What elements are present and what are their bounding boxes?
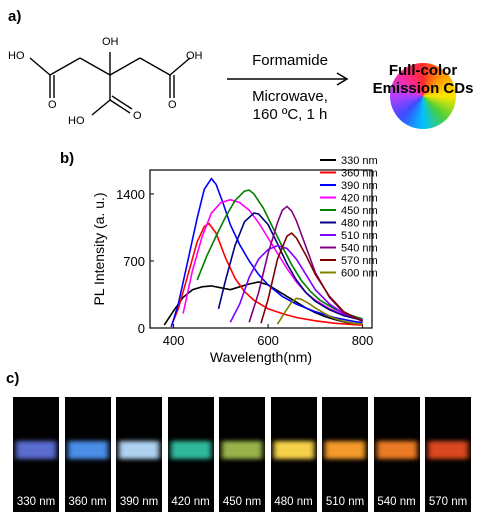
o-right: O xyxy=(168,99,177,111)
strip-label: 480 nm xyxy=(274,496,313,508)
bond xyxy=(29,57,51,76)
product-line-1: Full-color xyxy=(388,62,458,79)
legend-label: 390 nm xyxy=(341,180,378,192)
emission-band xyxy=(425,441,471,459)
emission-band xyxy=(167,441,214,459)
bond xyxy=(111,95,133,110)
legend-label: 510 nm xyxy=(341,230,378,242)
emission-band xyxy=(64,441,111,459)
emission-band xyxy=(373,441,420,459)
o-left: O xyxy=(48,99,57,111)
legend-label: 360 nm xyxy=(341,168,378,180)
condition-line-1: Microwave, xyxy=(252,88,328,105)
legend-label: 600 nm xyxy=(341,268,378,280)
condition-line-2: 160 ºC, 1 h xyxy=(252,106,328,123)
x-tick-label: 400 xyxy=(163,333,185,348)
bond xyxy=(91,99,111,116)
strip-label: 450 nm xyxy=(222,496,262,508)
legend-label: 480 nm xyxy=(341,218,378,230)
legend-label: 330 nm xyxy=(341,155,378,167)
emission-band xyxy=(219,441,265,459)
emission-band xyxy=(13,441,59,459)
series-line xyxy=(217,212,363,322)
series-line xyxy=(182,198,363,321)
strip-label: 330 nm xyxy=(16,496,56,508)
ho-left: HO xyxy=(8,50,25,62)
x-axis-label: Wavelength(nm) xyxy=(210,349,312,365)
series-line xyxy=(170,222,363,327)
x-tick-label: 600 xyxy=(257,333,279,348)
legend-label: 450 nm xyxy=(341,205,378,217)
emission-strip: 570 nm xyxy=(425,397,471,512)
bond xyxy=(49,57,81,76)
series-line xyxy=(163,281,363,326)
series-line xyxy=(229,244,363,323)
series-line xyxy=(260,232,363,324)
y-tick-label: 0 xyxy=(138,321,145,336)
legend-label: 570 nm xyxy=(341,255,378,267)
strip-label: 510 nm xyxy=(325,496,365,508)
oh-right: OH xyxy=(186,50,203,62)
series-line xyxy=(276,297,363,325)
emission-strip: 360 nm xyxy=(64,397,111,512)
ho-bottom: HO xyxy=(68,115,85,127)
series-line xyxy=(196,189,363,320)
citric-acid-structure xyxy=(29,52,191,116)
strip-label: 540 nm xyxy=(377,496,416,508)
bond xyxy=(79,57,111,76)
strip-label: 390 nm xyxy=(119,496,159,508)
bond xyxy=(109,99,131,114)
strip-label: 420 nm xyxy=(171,496,210,508)
o-bottom: O xyxy=(133,110,142,122)
bond xyxy=(139,57,171,76)
strip-label: 360 nm xyxy=(68,496,107,508)
y-tick-label: 700 xyxy=(123,254,145,269)
y-tick-label: 1400 xyxy=(116,187,145,202)
emission-strip: 420 nm xyxy=(167,397,214,512)
legend-label: 540 nm xyxy=(341,243,378,255)
emission-strip: 390 nm xyxy=(116,397,162,512)
reaction-arrow xyxy=(227,72,349,86)
plot-frame xyxy=(149,169,373,329)
x-tick-label: 800 xyxy=(352,333,374,348)
y-axis-label: PL Intensity (a. u.) xyxy=(91,192,107,305)
strip-label: 570 nm xyxy=(428,496,468,508)
emission-strip: 480 nm xyxy=(270,397,317,512)
pl-spectra-chart: 400 600 800 0 700 1400 Wavelength(nm) PL Intens… xyxy=(91,155,378,365)
emission-strip: 330 nm xyxy=(13,397,59,512)
product-line-2: Emission CDs xyxy=(372,80,474,97)
emission-band xyxy=(116,441,162,459)
panel-b-label: b) xyxy=(60,150,75,167)
rainbow-disc-icon xyxy=(390,63,456,129)
emission-band xyxy=(322,441,368,459)
emission-strip: 450 nm xyxy=(219,397,265,512)
emission-band xyxy=(270,441,317,459)
series-line xyxy=(170,177,363,328)
panel-c-label: c) xyxy=(6,370,20,387)
bond xyxy=(169,57,191,76)
panel-a-label: a) xyxy=(8,8,22,25)
emission-strip: 540 nm xyxy=(373,397,420,512)
oh-top: OH xyxy=(102,36,119,48)
legend-label: 420 nm xyxy=(341,193,378,205)
bond xyxy=(109,57,141,76)
reagent-label: Formamide xyxy=(252,52,328,69)
emission-strip: 510 nm xyxy=(322,397,368,512)
